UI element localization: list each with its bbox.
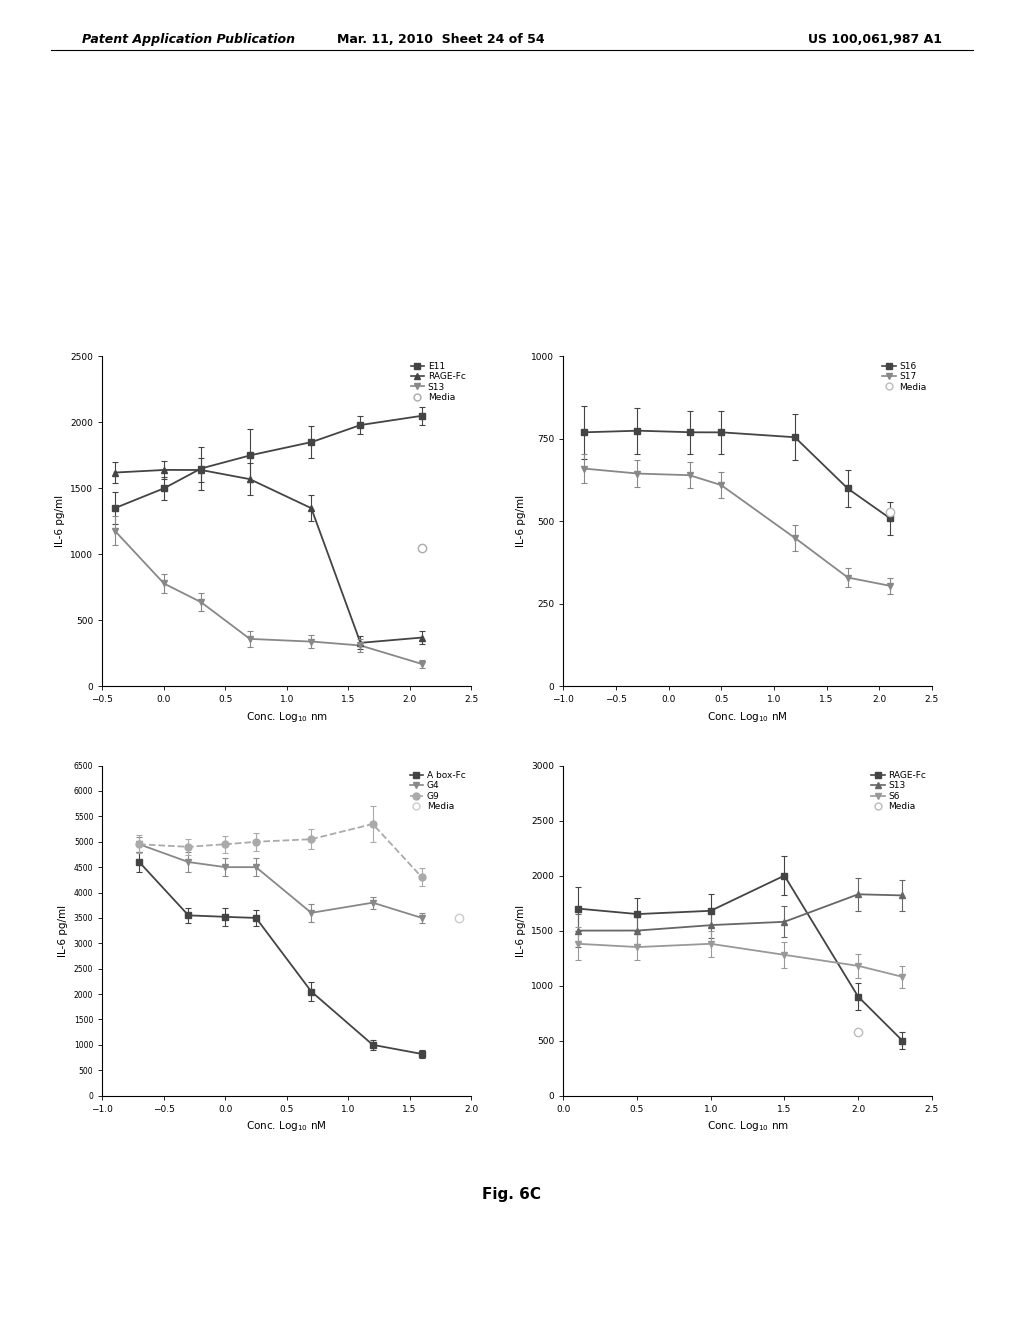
Legend: A box-Fc, G4, G9, Media: A box-Fc, G4, G9, Media xyxy=(409,770,467,812)
Y-axis label: IL-6 pg/ml: IL-6 pg/ml xyxy=(516,904,525,957)
Legend: E11, RAGE-Fc, S13, Media: E11, RAGE-Fc, S13, Media xyxy=(410,360,467,403)
Y-axis label: IL-6 pg/ml: IL-6 pg/ml xyxy=(55,495,65,548)
Legend: S16, S17, Media: S16, S17, Media xyxy=(881,360,928,392)
X-axis label: Conc. Log$_{10}$ nm: Conc. Log$_{10}$ nm xyxy=(246,710,328,723)
Text: Fig. 6C: Fig. 6C xyxy=(482,1187,542,1203)
Y-axis label: IL-6 pg/ml: IL-6 pg/ml xyxy=(58,904,69,957)
Y-axis label: IL-6 pg/ml: IL-6 pg/ml xyxy=(516,495,525,548)
Text: Mar. 11, 2010  Sheet 24 of 54: Mar. 11, 2010 Sheet 24 of 54 xyxy=(337,33,544,46)
X-axis label: Conc. Log$_{10}$ nM: Conc. Log$_{10}$ nM xyxy=(247,1119,327,1133)
X-axis label: Conc. Log$_{10}$ nm: Conc. Log$_{10}$ nm xyxy=(707,1119,788,1133)
Text: US 100,061,987 A1: US 100,061,987 A1 xyxy=(808,33,942,46)
Legend: RAGE-Fc, S13, S6, Media: RAGE-Fc, S13, S6, Media xyxy=(870,770,928,812)
Text: Patent Application Publication: Patent Application Publication xyxy=(82,33,295,46)
X-axis label: Conc. Log$_{10}$ nM: Conc. Log$_{10}$ nM xyxy=(708,710,787,723)
